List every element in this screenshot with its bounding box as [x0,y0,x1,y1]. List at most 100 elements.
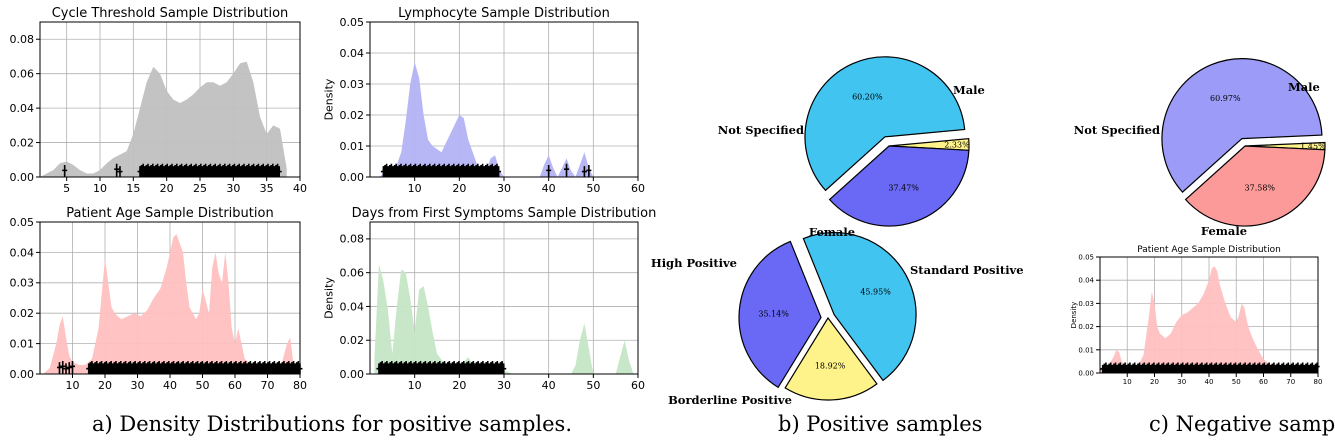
y-tick-label: 0.02 [10,307,35,320]
pie-category-label: Male [953,83,985,97]
pie-slice [828,145,970,227]
x-tick-label: 50 [196,379,210,392]
pie-percent-label: 35.14% [758,309,789,318]
x-tick-label: 10 [66,379,80,392]
y-tick-label: 0.00 [340,171,365,184]
chart-title: Days from First Symptoms Sample Distribu… [352,206,657,221]
pie-percent-label: 37.58% [1245,183,1276,192]
pie-percent-label: 60.20% [852,93,883,102]
y-tick-label: 0.01 [340,140,365,153]
y-tick-label: 0.06 [10,68,35,81]
x-tick-label: 30 [1177,378,1186,386]
pie-slice [802,231,917,382]
y-tick-label: 0.02 [1078,323,1094,331]
pie-category-label: Female [809,225,855,239]
x-tick-label: 40 [542,182,556,195]
x-tick-label: 80 [293,379,307,392]
pie-percent-label: 1.45% [1300,142,1326,151]
caption-c: c) Negative samples [1149,412,1335,436]
y-tick-label: 0.01 [10,337,35,350]
x-tick-label: 30 [226,182,240,195]
pie-category-label: Female [1201,224,1247,238]
pie_pos_gender [804,56,970,227]
rug-marks [376,360,507,375]
y-tick-label: 0.04 [340,300,365,313]
rug-marks [1100,362,1320,374]
x-tick-label: 20 [1150,378,1159,386]
pie-category-label: High Positive [651,256,737,270]
y-tick-label: 0.01 [1078,346,1094,354]
y-tick-label: 0.04 [340,47,365,60]
x-tick-label: 20 [98,379,112,392]
x-tick-label: 20 [452,379,466,392]
x-tick-label: 80 [1314,378,1323,386]
x-tick-label: 5 [63,182,70,195]
pie-category-label: Male [1288,80,1320,94]
pie_neg_gender [1161,58,1326,227]
x-tick-label: 30 [497,379,511,392]
chart-title: Lymphocyte Sample Distribution [398,6,610,21]
y-tick-label: 0.06 [340,267,365,280]
ct-panel [36,21,301,181]
lym-panel [366,21,639,181]
density-area [378,62,594,177]
x-tick-label: 15 [126,182,140,195]
x-tick-label: 50 [586,182,600,195]
y-tick-label: 0.04 [1078,277,1094,285]
pie-percent-label: 45.95% [860,287,891,296]
plot-frame [39,21,301,178]
rug-marks [57,360,303,375]
pie_pos_levels [738,231,917,401]
y-tick-label: 0.02 [340,109,365,122]
chart-title: Patient Age Sample Distribution [66,206,273,221]
y-axis-label: Density [1070,302,1078,329]
x-tick-label: 10 [408,379,422,392]
x-tick-label: 30 [497,182,511,195]
y-tick-label: 0.02 [10,136,35,149]
pie-slice [804,56,966,192]
days-panel [366,221,639,378]
x-tick-label: 60 [631,182,645,195]
y-tick-label: 0.03 [1078,300,1094,308]
x-tick-label: 25 [193,182,207,195]
pie-slice [784,316,878,401]
x-tick-label: 30 [131,379,145,392]
y-tick-label: 0.05 [1078,253,1094,261]
x-tick-label: 40 [542,379,556,392]
x-tick-label: 60 [631,379,645,392]
pie-percent-label: 2.33% [944,141,970,150]
y-tick-label: 0.00 [1078,369,1094,377]
chart-title: Cycle Threshold Sample Distribution [52,6,289,21]
pie-percent-label: 37.47% [888,183,919,192]
pie-category-label: Borderline Positive [668,393,792,407]
y-tick-label: 0.00 [340,368,365,381]
x-tick-label: 70 [261,379,275,392]
x-tick-label: 20 [452,182,466,195]
y-tick-label: 0.00 [10,368,35,381]
x-tick-label: 60 [1259,378,1268,386]
y-tick-label: 0.08 [10,33,35,46]
caption-b: b) Positive samples [778,412,983,436]
pie-slice [738,240,822,389]
x-tick-label: 50 [1232,378,1241,386]
y-tick-label: 0.05 [10,216,35,229]
pie-percent-label: 60.97% [1210,94,1241,103]
y-tick-label: 0.05 [340,16,365,29]
x-tick-label: 35 [260,182,274,195]
y-tick-label: 0.08 [340,233,365,246]
pie-slice [1184,145,1326,227]
x-tick-label: 60 [228,379,242,392]
x-tick-label: 40 [293,182,307,195]
caption-a: a) Density Distributions for positive sa… [92,412,572,436]
density-area [1100,266,1318,373]
x-tick-label: 40 [163,379,177,392]
x-tick-label: 10 [1123,378,1132,386]
rug-marks [380,163,592,178]
y-tick-label: 0.03 [340,78,365,91]
x-tick-label: 10 [408,182,422,195]
y-axis-label: Density [323,277,336,319]
y-axis-label: Density [323,78,336,120]
y-tick-label: 0.04 [10,102,35,115]
pie-category-label: Not Specified [1074,123,1160,137]
